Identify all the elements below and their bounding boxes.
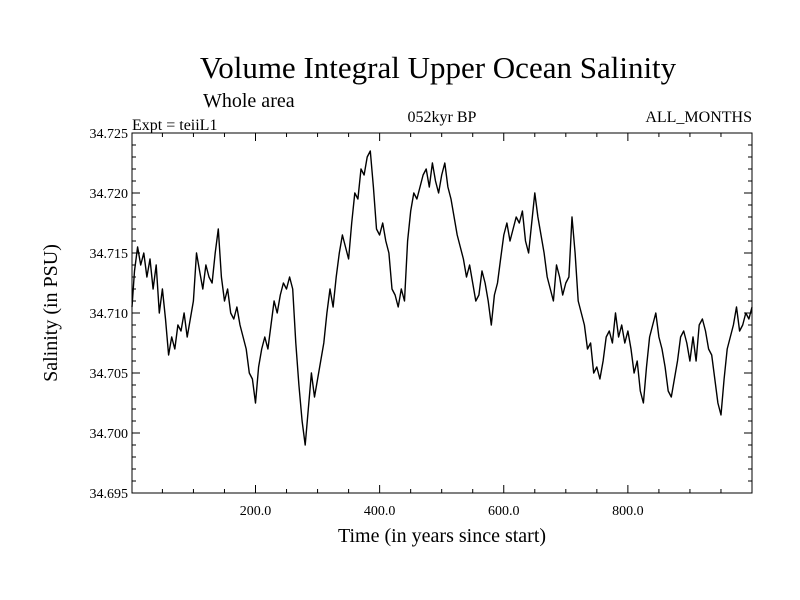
y-tick-label: 34.705	[90, 367, 129, 382]
x-tick-label: 800.0	[612, 504, 644, 519]
plot-frame	[131, 132, 753, 494]
y-tick-label: 34.715	[90, 247, 129, 262]
salinity-series-line	[131, 150, 753, 446]
months-label: ALL_MONTHS	[645, 109, 752, 126]
period-label: 052kyr BP	[408, 109, 477, 126]
x-tick-label: 400.0	[364, 504, 396, 519]
x-axis-title: Time (in years since start)	[338, 525, 546, 547]
y-tick-label: 34.695	[90, 487, 129, 502]
x-axis: 200.0 400.0 600.0 800.0	[161, 133, 722, 519]
series-layer	[131, 150, 753, 446]
chart-subtitle: Whole area	[203, 90, 295, 112]
chart-title: Volume Integral Upper Ocean Salinity	[200, 50, 677, 85]
y-tick-label: 34.720	[90, 187, 129, 202]
y-tick-label: 34.725	[90, 127, 129, 142]
x-tick-label: 200.0	[240, 504, 272, 519]
x-tick-label: 600.0	[488, 504, 520, 519]
y-tick-label: 34.710	[90, 307, 129, 322]
y-tick-label: 34.700	[90, 427, 129, 442]
y-axis-title: Salinity (in PSU)	[40, 244, 62, 382]
experiment-label: Expt = teiiL1	[132, 117, 217, 134]
